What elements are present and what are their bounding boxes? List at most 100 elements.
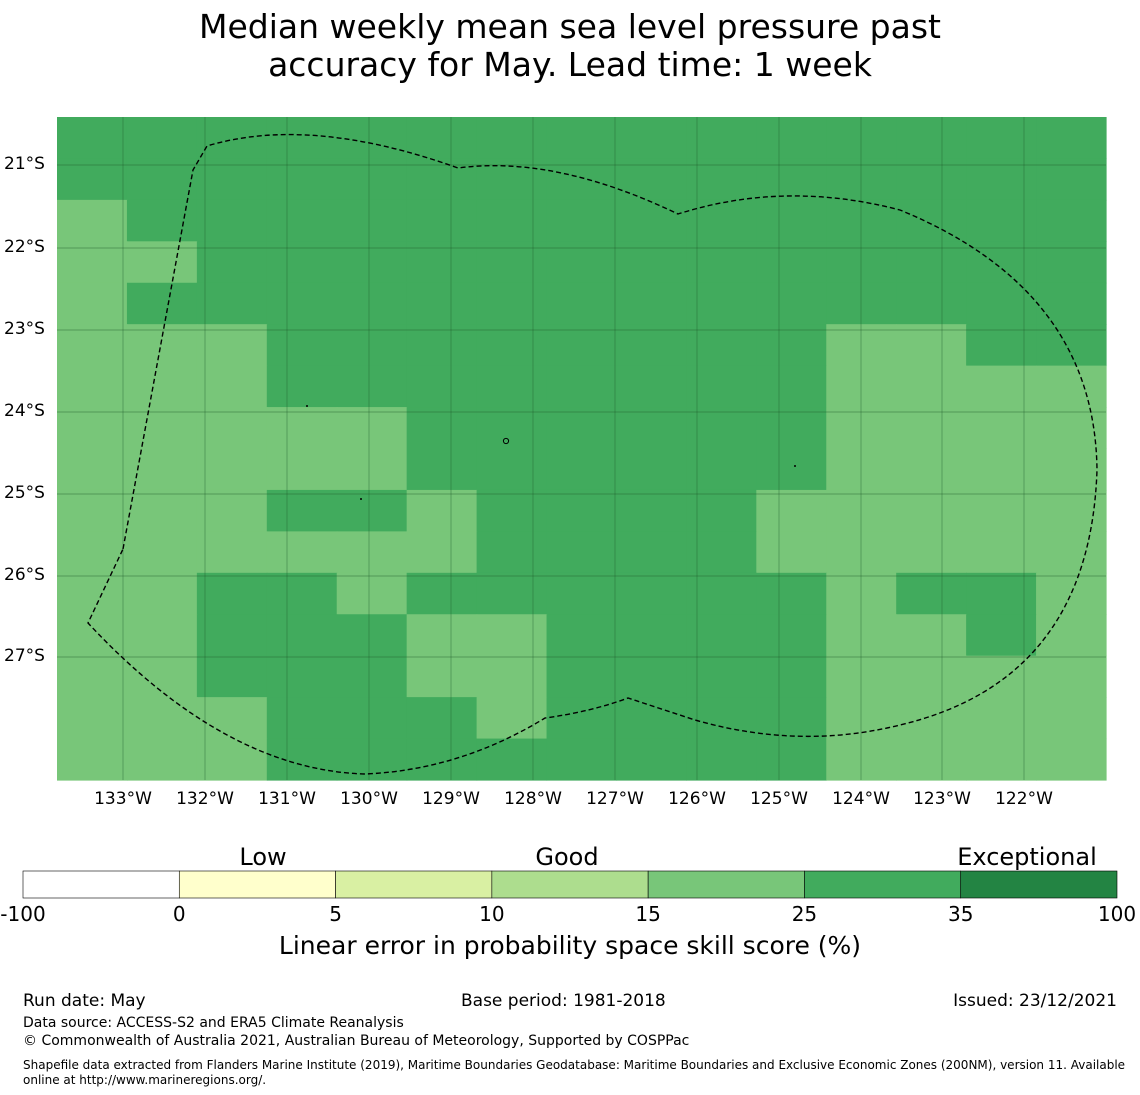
skill-cell xyxy=(686,531,757,574)
skill-cell xyxy=(756,158,827,201)
latitude-label: 21°S xyxy=(4,154,45,174)
skill-cell xyxy=(896,697,967,740)
skill-cell xyxy=(896,531,967,574)
skill-cell xyxy=(826,489,897,532)
colorbar-segment xyxy=(804,870,962,899)
skill-cell xyxy=(196,614,268,657)
skill-cell xyxy=(616,448,687,491)
skill-cell xyxy=(756,572,827,615)
skill-cell xyxy=(196,365,268,408)
skill-cell xyxy=(616,365,687,408)
skill-cell xyxy=(126,572,198,615)
skill-cell xyxy=(756,117,827,160)
skill-cell xyxy=(546,614,618,657)
skill-cell xyxy=(826,282,897,325)
colorbar-tick-label: 25 xyxy=(791,902,818,926)
longitude-label: 132°W xyxy=(176,789,234,809)
skill-cell xyxy=(826,407,897,450)
colorbar-tick-label: 10 xyxy=(479,902,505,926)
skill-cell xyxy=(266,158,338,201)
skill-cell xyxy=(1036,158,1107,201)
skill-cell xyxy=(266,655,338,698)
skill-cell xyxy=(336,407,408,450)
colorbar-category-label: Exceptional xyxy=(957,843,1097,871)
skill-cell xyxy=(546,199,618,242)
skill-cell xyxy=(686,738,757,781)
skill-cell xyxy=(616,241,687,284)
colorbar-segment xyxy=(960,870,1118,899)
skill-cell xyxy=(57,614,128,657)
skill-cell xyxy=(266,448,338,491)
skill-cell xyxy=(406,241,478,284)
skill-cell xyxy=(266,199,338,242)
skill-cell xyxy=(406,655,478,698)
skill-cell xyxy=(336,199,408,242)
colorbar xyxy=(22,870,1118,899)
skill-cell xyxy=(896,365,967,408)
skill-cell xyxy=(476,365,548,408)
skill-cell xyxy=(896,324,967,367)
skill-cell xyxy=(57,117,128,160)
skill-cell xyxy=(406,282,478,325)
skill-cell xyxy=(406,117,478,160)
map-title: Median weekly mean sea level pressure pa… xyxy=(0,8,1140,84)
skill-cell xyxy=(57,324,128,367)
skill-cell xyxy=(1036,324,1107,367)
skill-cell xyxy=(1036,738,1107,781)
skill-cell xyxy=(616,117,687,160)
skill-cell xyxy=(336,572,408,615)
skill-cell xyxy=(686,572,757,615)
skill-cell xyxy=(196,407,268,450)
skill-cell xyxy=(826,365,897,408)
skill-cell xyxy=(266,117,338,160)
skill-cell xyxy=(57,241,128,284)
colorbar-tick-label: -100 xyxy=(0,902,46,926)
skill-cell xyxy=(126,655,198,698)
skill-cell xyxy=(756,407,827,450)
skill-cell xyxy=(406,738,478,781)
skill-cell xyxy=(126,158,198,201)
skill-cell xyxy=(126,117,198,160)
skill-cell xyxy=(966,282,1037,325)
colorbar-tick-label: 5 xyxy=(329,902,342,926)
colorbar-segment xyxy=(335,870,493,899)
data-source: Data source: ACCESS-S2 and ERA5 Climate … xyxy=(23,1015,404,1031)
eez-boundary xyxy=(87,133,1098,775)
shapefile-credit-line-1: Shapefile data extracted from Flanders M… xyxy=(23,1058,1126,1072)
island xyxy=(306,405,308,407)
skill-cell xyxy=(546,531,618,574)
skill-cell xyxy=(266,489,338,532)
skill-cell xyxy=(546,282,618,325)
skill-cell xyxy=(756,697,827,740)
skill-cell xyxy=(686,117,757,160)
skill-cell xyxy=(266,531,338,574)
skill-cell xyxy=(406,614,478,657)
skill-cell xyxy=(686,158,757,201)
skill-cell xyxy=(616,199,687,242)
skill-cell xyxy=(406,324,478,367)
latitude-label: 24°S xyxy=(4,401,45,421)
skill-cell xyxy=(896,614,967,657)
skill-cell xyxy=(57,407,128,450)
skill-cell xyxy=(476,738,548,781)
skill-cell xyxy=(616,697,687,740)
skill-cell xyxy=(196,655,268,698)
run-date: Run date: May xyxy=(23,991,146,1011)
skill-cell xyxy=(896,489,967,532)
shapefile-credit-line-2: online at http://www.marineregions.org/. xyxy=(23,1073,267,1087)
skill-cell xyxy=(57,199,128,242)
longitude-label: 131°W xyxy=(258,789,316,809)
skill-grid xyxy=(57,117,1107,781)
colorbar-segment xyxy=(178,870,336,899)
skill-cell xyxy=(616,738,687,781)
skill-cell xyxy=(266,365,338,408)
skill-cell xyxy=(1036,117,1107,160)
skill-cell xyxy=(756,448,827,491)
colorbar-caption: Linear error in probability space skill … xyxy=(278,931,862,960)
skill-cell xyxy=(1036,282,1107,325)
latitude-label: 23°S xyxy=(4,319,45,339)
skill-cell xyxy=(756,365,827,408)
skill-cell xyxy=(1036,697,1107,740)
skill-cell xyxy=(336,448,408,491)
